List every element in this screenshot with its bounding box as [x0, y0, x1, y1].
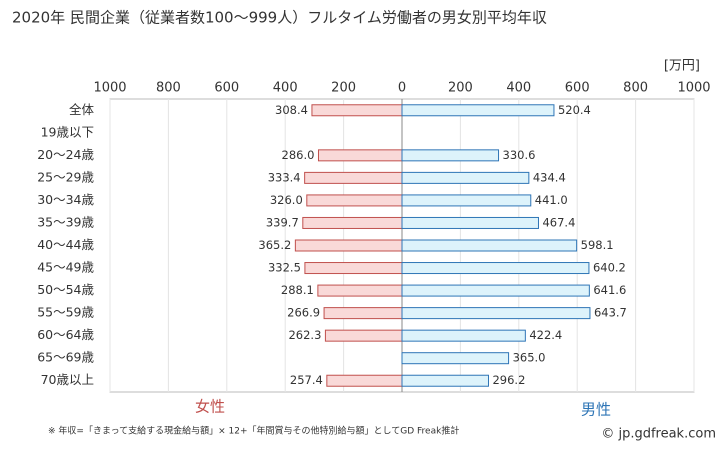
y-tick-label: 25〜29歳 — [37, 169, 94, 184]
bar — [326, 374, 403, 387]
value-label: 333.4 — [268, 170, 301, 184]
value-label: 266.9 — [287, 306, 320, 320]
value-label: 262.3 — [288, 328, 321, 342]
y-tick-label: 30〜34歳 — [37, 192, 94, 207]
bar — [401, 104, 555, 117]
x-tick-label: 400 — [273, 81, 298, 96]
value-label: 332.5 — [268, 261, 301, 275]
bar — [401, 352, 510, 365]
value-label: 520.4 — [558, 103, 591, 117]
x-tick-label: 600 — [565, 81, 590, 96]
value-label: 308.4 — [275, 103, 308, 117]
bar — [401, 329, 526, 342]
y-tick-label: 45〜49歳 — [37, 260, 94, 275]
bar — [323, 307, 403, 320]
value-label: 422.4 — [529, 328, 562, 342]
value-label: 467.4 — [542, 215, 575, 229]
value-label: 640.2 — [593, 261, 626, 275]
value-label: 365.2 — [258, 238, 291, 252]
x-tick-label: 600 — [214, 81, 239, 96]
bar — [317, 149, 403, 162]
credit: © jp.gdfreak.com — [601, 427, 716, 442]
value-label: 296.2 — [492, 373, 525, 387]
bar — [294, 239, 403, 252]
bar — [311, 104, 403, 117]
value-label: 365.0 — [513, 351, 546, 365]
value-label: 643.7 — [594, 306, 627, 320]
y-tick-label: 19歳以下 — [41, 124, 94, 139]
y-tick-label: 全体 — [69, 102, 95, 117]
y-tick-label: 55〜59歳 — [37, 305, 94, 320]
y-tick-label: 35〜39歳 — [37, 214, 94, 229]
value-label: 434.4 — [533, 170, 566, 184]
value-label: 339.7 — [266, 215, 299, 229]
bar — [401, 194, 532, 207]
x-tick-label: 200 — [448, 81, 473, 96]
value-label: 441.0 — [535, 193, 568, 207]
x-tick-label: 800 — [623, 81, 648, 96]
y-tick-label: 65〜69歳 — [37, 350, 94, 365]
y-tick-label: 50〜54歳 — [37, 282, 94, 297]
bar — [306, 194, 403, 207]
bar — [401, 307, 591, 320]
legend-label: 男性 — [581, 401, 611, 419]
bar — [304, 171, 403, 184]
y-tick-label: 60〜64歳 — [37, 327, 94, 342]
value-label: 326.0 — [270, 193, 303, 207]
bar — [302, 216, 403, 229]
bar — [324, 329, 403, 342]
x-tick-label: 0 — [398, 81, 406, 96]
bar — [304, 262, 403, 275]
legend-label: 女性 — [195, 398, 225, 416]
x-tick-label: 800 — [156, 81, 181, 96]
bar — [401, 239, 578, 252]
x-tick-label: 200 — [331, 81, 356, 96]
x-tick-label: 1000 — [93, 81, 126, 96]
bar — [401, 171, 530, 184]
value-label: 286.0 — [282, 148, 315, 162]
bar — [401, 374, 489, 387]
bar — [401, 216, 539, 229]
y-tick-label: 70歳以上 — [41, 372, 94, 387]
unit-label: [万円] — [664, 59, 700, 74]
bar — [401, 149, 500, 162]
value-label: 598.1 — [581, 238, 614, 252]
value-label: 288.1 — [281, 283, 314, 297]
value-label: 330.6 — [503, 148, 536, 162]
y-tick-label: 40〜44歳 — [37, 237, 94, 252]
chart-title: 2020年 民間企業（従業者数100〜999人）フルタイム労働者の男女別平均年収 — [12, 9, 547, 27]
bar — [401, 284, 590, 297]
y-tick-label: 20〜24歳 — [37, 147, 94, 162]
value-label: 641.6 — [593, 283, 626, 297]
value-label: 257.4 — [290, 373, 323, 387]
bar — [317, 284, 403, 297]
bar — [401, 262, 590, 275]
x-tick-label: 1000 — [677, 81, 710, 96]
footnote: ※ 年収=「きまって支給する現金給与額」× 12+「年間賞与その他特別給与額」と… — [48, 425, 459, 437]
x-tick-label: 400 — [506, 81, 531, 96]
